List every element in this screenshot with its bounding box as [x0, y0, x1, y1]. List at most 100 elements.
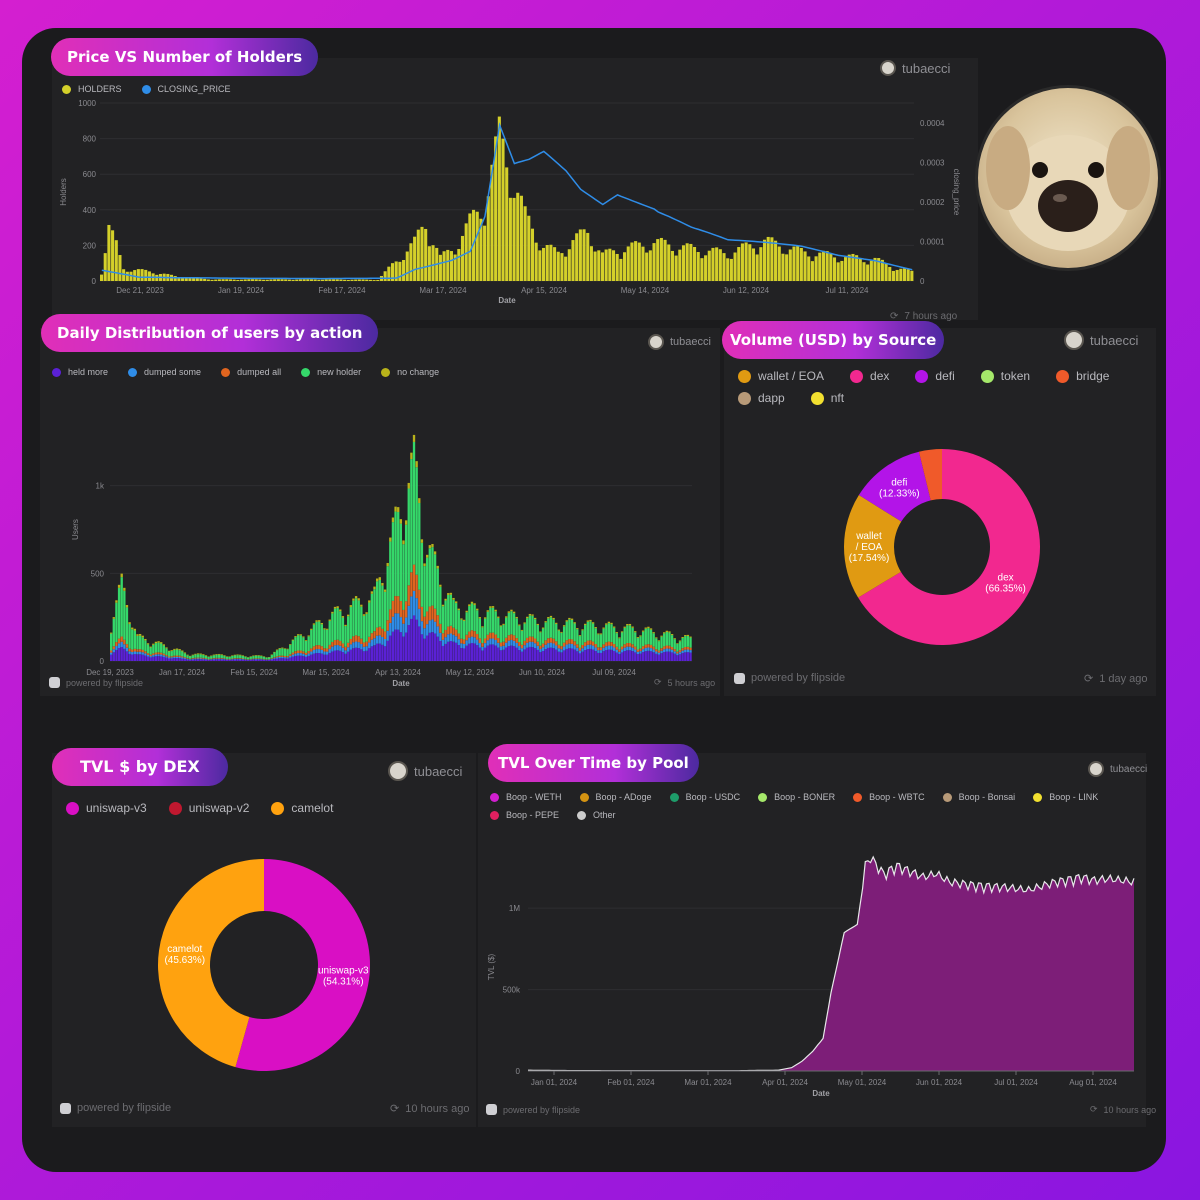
users-bar-segment [607, 623, 611, 642]
users-bar-segment [615, 652, 618, 661]
footer-time-text: 5 hours ago [667, 677, 716, 688]
users-bar-segment [252, 658, 255, 660]
legend-label: HOLDERS [78, 84, 122, 94]
holders-bar [722, 253, 726, 281]
users-bar-segment [641, 631, 645, 647]
users-bar-segment [270, 658, 273, 660]
users-bar-segment [123, 639, 126, 645]
footer-brand-2[interactable]: powered by flipside [49, 677, 143, 688]
users-bar-segment [204, 659, 208, 660]
users-bar-segment [497, 638, 500, 643]
users-bar-segment [510, 634, 513, 640]
users-bar-segment [586, 620, 589, 622]
users-bar-segment [481, 627, 484, 644]
legend-swatch [301, 367, 311, 377]
users-bar-segment [210, 656, 213, 659]
users-bar-segment [518, 642, 521, 647]
legend-item[interactable]: Boop - PEPE [490, 810, 559, 820]
users-bar-segment [505, 647, 508, 661]
legend-item[interactable]: dumped all [221, 367, 281, 377]
legend-label: Boop - LINK [1049, 792, 1099, 802]
legend-item[interactable]: nft [810, 391, 844, 405]
author-tag-4[interactable]: tubaecci [388, 761, 462, 781]
legend-item[interactable]: Boop - LINK [1033, 792, 1098, 802]
legend-item[interactable]: dumped some [128, 367, 201, 377]
legend-item[interactable]: CLOSING_PRICE [141, 84, 231, 94]
legend-item[interactable]: Boop - BONER [758, 792, 835, 802]
users-bar-segment [315, 653, 318, 661]
footer-brand-4[interactable]: powered by flipside [60, 1102, 171, 1114]
legend-swatch [915, 369, 929, 383]
users-bar-segment [304, 652, 308, 655]
legend-item[interactable]: wallet / EOA [738, 369, 824, 383]
footer-brand-3[interactable]: powered by flipside [734, 672, 845, 684]
legend-swatch [942, 792, 952, 802]
users-bar-segment [223, 659, 226, 661]
holders-bar [648, 250, 652, 281]
users-bar-segment [531, 636, 534, 642]
users-bar-segment [152, 644, 155, 654]
tick-label: 0.0004 [920, 119, 945, 128]
users-bar-segment [115, 602, 118, 643]
users-bar-segment [220, 654, 223, 656]
users-bar-segment [512, 646, 516, 661]
legend-item[interactable]: token [980, 369, 1030, 383]
users-bar-segment [428, 545, 431, 549]
footer-brand-5[interactable]: powered by flipside [486, 1104, 580, 1115]
legend-item[interactable]: Boop - Bonsai [942, 792, 1015, 802]
users-bar-segment [133, 648, 137, 652]
users-bar-segment [394, 596, 397, 614]
author-tag-3[interactable]: tubaecci [1064, 330, 1138, 350]
users-bar-segment [444, 637, 447, 644]
legend-item[interactable]: held more [52, 367, 108, 377]
legend-item[interactable]: Boop - ADoge [579, 792, 652, 802]
holders-bar [729, 258, 733, 281]
users-bar-segment [639, 635, 642, 637]
users-bar-segment [399, 632, 403, 661]
users-bar-segment [591, 641, 595, 646]
legend-item[interactable]: bridge [1056, 369, 1109, 383]
holders-bar [427, 246, 431, 281]
holders-bar [343, 279, 347, 281]
legend-item[interactable]: dapp [738, 391, 785, 405]
legend-item[interactable]: new holder [301, 367, 361, 377]
legend-item[interactable]: HOLDERS [62, 84, 122, 94]
users-bar-segment [149, 654, 152, 657]
users-bar-segment [381, 628, 384, 637]
legend-item[interactable]: defi [915, 369, 955, 383]
users-bar-segment [570, 618, 574, 620]
legend-item[interactable]: uniswap-v2 [168, 801, 249, 815]
legend-item[interactable]: Boop - WETH [490, 792, 562, 802]
users-bar-segment [631, 626, 634, 628]
users-bar-segment [526, 647, 529, 661]
legend-item[interactable]: uniswap-v3 [66, 801, 147, 815]
holders-bar [475, 211, 479, 281]
users-bar-segment [212, 658, 216, 659]
users-bar-segment [441, 604, 445, 607]
users-bar-segment [333, 608, 337, 641]
legend-item[interactable]: camelot [271, 801, 333, 815]
users-bar-segment [457, 610, 460, 634]
users-bar-segment [541, 643, 545, 648]
legend-item[interactable]: no change [381, 367, 439, 377]
users-bar-segment [289, 644, 292, 645]
users-bar-segment [526, 637, 529, 643]
users-bar-segment [660, 636, 663, 649]
users-bar-segment [518, 646, 521, 651]
users-bar-segment [552, 643, 555, 649]
users-bar-segment [283, 648, 287, 649]
legend-item[interactable]: dex [850, 369, 889, 383]
users-bar-segment [299, 655, 302, 661]
users-bar-segment [375, 578, 379, 582]
users-bar-segment [505, 637, 508, 643]
legend-item[interactable]: Boop - WBTC [853, 792, 925, 802]
author-tag-1[interactable]: tubaecci [880, 60, 950, 76]
legend-item[interactable]: Boop - USDC [669, 792, 740, 802]
author-tag-2[interactable]: tubaecci [648, 334, 711, 350]
users-bar-segment [170, 650, 173, 652]
holders-bar [446, 249, 450, 281]
legend-item[interactable]: Other [577, 810, 616, 820]
author-tag-5[interactable]: tubaecci [1088, 761, 1147, 777]
users-bar-segment [373, 586, 376, 590]
users-bar-segment [623, 627, 626, 645]
